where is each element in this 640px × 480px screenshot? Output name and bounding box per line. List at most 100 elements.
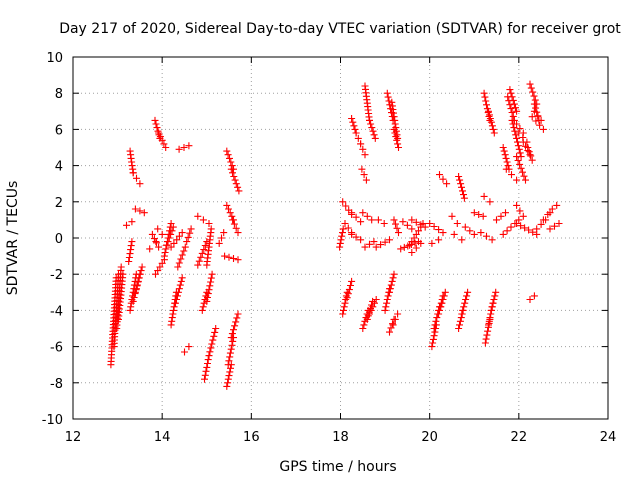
data-point (134, 277, 142, 285)
data-point (185, 343, 193, 351)
data-point (140, 209, 148, 217)
data-point (501, 151, 509, 159)
data-point (226, 154, 233, 162)
data-point (412, 230, 420, 238)
data-point (128, 162, 136, 170)
data-point (374, 216, 382, 224)
data-point (125, 254, 133, 261)
data-point (431, 321, 439, 329)
data-point (487, 306, 495, 314)
data-point (170, 239, 178, 247)
data-point (362, 176, 370, 184)
data-point (455, 173, 463, 180)
data-point (206, 348, 214, 356)
data-point (228, 162, 236, 170)
data-point (392, 220, 399, 228)
data-point (513, 107, 521, 115)
data-point (201, 371, 209, 379)
data-point (406, 241, 414, 249)
data-point (198, 249, 206, 257)
data-point (126, 250, 134, 258)
data-point (342, 202, 350, 210)
data-point (383, 296, 391, 303)
data-point (456, 321, 463, 329)
data-point (354, 134, 362, 142)
data-point (363, 315, 371, 323)
data-point (227, 158, 235, 166)
data-point (234, 310, 242, 318)
data-point (168, 317, 176, 325)
data-point (383, 89, 391, 97)
data-point (533, 225, 541, 233)
data-point (369, 127, 377, 135)
data-point (229, 216, 237, 224)
data-point (381, 306, 389, 314)
data-point (483, 101, 490, 109)
data-point (158, 259, 166, 267)
data-point (336, 239, 344, 247)
data-point (148, 230, 156, 238)
data-point (512, 104, 519, 112)
data-point (152, 120, 160, 128)
data-point (135, 274, 143, 282)
data-point (502, 209, 509, 217)
data-point (525, 148, 533, 156)
data-point (133, 174, 140, 182)
data-point (459, 187, 466, 195)
data-point (548, 205, 556, 213)
data-point (371, 134, 379, 142)
data-point (117, 263, 125, 271)
data-point (429, 339, 437, 347)
data-point (150, 235, 158, 243)
data-point (384, 93, 392, 101)
data-point (539, 125, 547, 133)
data-point (555, 220, 563, 227)
data-point (477, 229, 485, 237)
data-point (208, 340, 216, 348)
data-point (497, 212, 505, 220)
data-point (508, 116, 516, 124)
data-point (390, 109, 397, 117)
data-point (383, 299, 391, 307)
data-point (429, 335, 437, 343)
data-point (358, 165, 366, 173)
data-point (526, 80, 534, 88)
data-point (225, 357, 233, 365)
data-point (529, 88, 537, 96)
data-point (479, 212, 487, 220)
data-point (350, 122, 358, 130)
data-point (127, 246, 135, 254)
data-point (488, 122, 496, 130)
data-point (428, 343, 436, 351)
data-point (381, 238, 389, 246)
data-point (359, 209, 367, 217)
data-point (177, 277, 185, 285)
data-point (167, 321, 175, 329)
data-point (223, 147, 231, 155)
data-point (509, 96, 517, 104)
data-point (380, 220, 388, 227)
data-point (390, 125, 398, 133)
data-point (536, 121, 544, 129)
data-point (209, 336, 217, 344)
data-point (228, 212, 236, 220)
data-point (165, 234, 173, 242)
data-point (490, 129, 498, 137)
data-point (160, 252, 168, 260)
data-point (435, 310, 443, 318)
data-point (513, 220, 521, 227)
data-point (204, 294, 211, 301)
data-point (486, 314, 494, 322)
data-point (475, 211, 483, 218)
data-point (352, 129, 360, 137)
data-point (393, 224, 401, 232)
data-point (428, 239, 436, 247)
data-point (512, 131, 520, 139)
data-point (390, 216, 398, 224)
data-point (178, 229, 186, 237)
data-point (484, 327, 492, 335)
data-point (173, 236, 181, 244)
data-point (207, 225, 215, 233)
data-point (130, 294, 138, 301)
data-point (485, 317, 493, 325)
